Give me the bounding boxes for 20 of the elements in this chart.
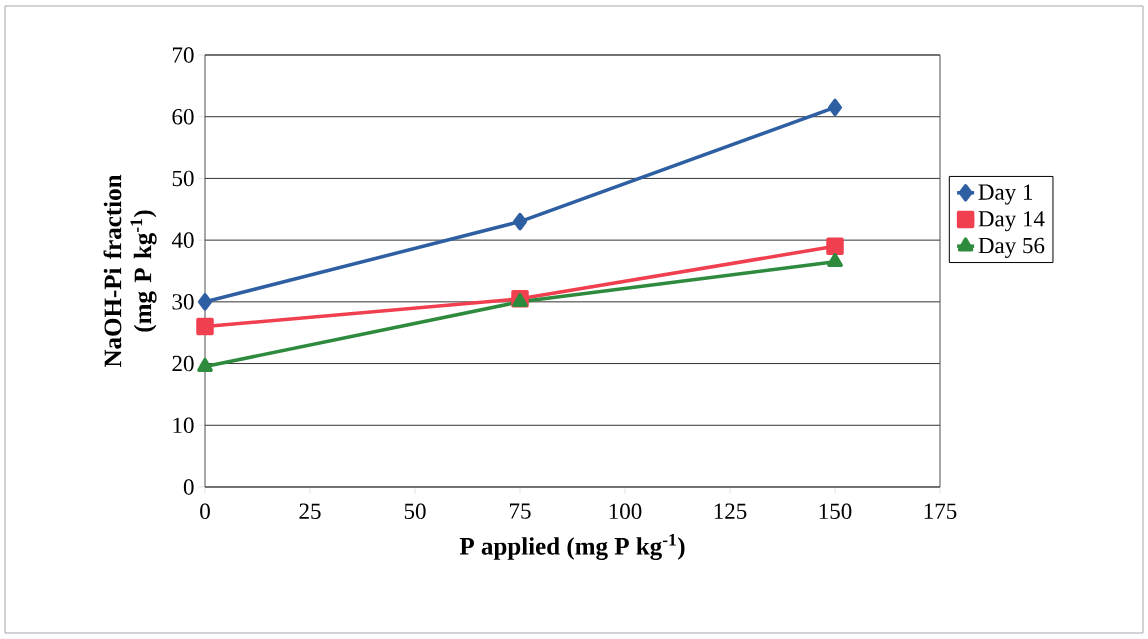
x-tick-label: 50 xyxy=(404,503,426,520)
y-tick-label: 20 xyxy=(172,355,194,372)
x-tick-label: 100 xyxy=(609,503,642,520)
y-tick-label: 0 xyxy=(183,479,194,495)
x-axis-title: P applied (mg P kg$^{-1}$) xyxy=(459,533,685,561)
legend-label: Day 1 xyxy=(978,184,1033,205)
x-tick-label: 150 xyxy=(819,503,852,520)
y-tick-label: 50 xyxy=(172,170,194,187)
x-tick-label: 75 xyxy=(510,503,531,519)
y-tick-label: 60 xyxy=(172,108,194,125)
x-tick-label: 125 xyxy=(714,503,747,519)
legend-label: Day 14 xyxy=(978,211,1045,232)
y-tick-label: 40 xyxy=(171,232,194,248)
y-tick-label: 70 xyxy=(173,47,194,63)
legend-label: Day 56 xyxy=(978,237,1045,259)
x-tick-label: 0 xyxy=(200,503,210,520)
x-tick-label: 175 xyxy=(924,503,957,519)
y-tick-label: 30 xyxy=(172,294,194,310)
y-tick-label: 10 xyxy=(173,417,194,434)
x-tick-label: 25 xyxy=(299,503,321,519)
